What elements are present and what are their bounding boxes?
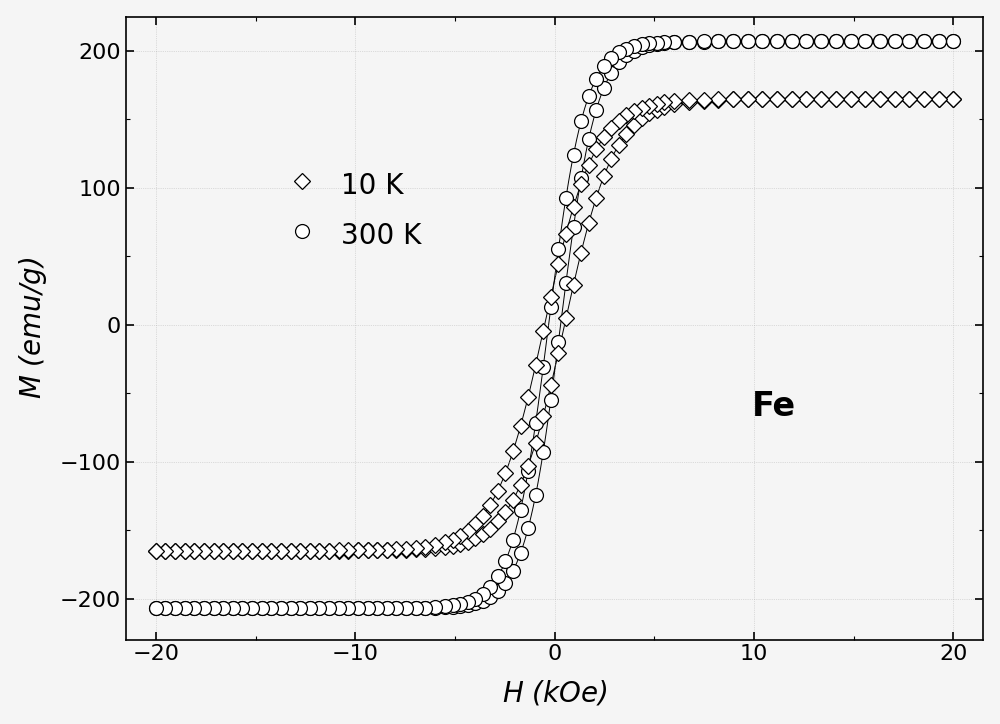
300 K: [598, 84, 610, 93]
300 K: [575, 174, 587, 183]
Text: Fe: Fe: [752, 390, 796, 424]
10 K: [947, 94, 959, 103]
300 K: [947, 37, 959, 46]
Legend: 10 K, 300 K: 10 K, 300 K: [286, 167, 421, 252]
10 K: [575, 248, 587, 257]
300 K: [150, 604, 162, 613]
10 K: [620, 130, 632, 138]
Y-axis label: $M$ (emu/g): $M$ (emu/g): [17, 257, 49, 399]
300 K: [620, 51, 632, 59]
X-axis label: $H$ (kOe): $H$ (kOe): [502, 678, 607, 707]
Line: 300 K: 300 K: [149, 34, 960, 615]
300 K: [815, 37, 827, 46]
300 K: [477, 597, 489, 605]
300 K: [568, 222, 580, 231]
10 K: [477, 530, 489, 539]
10 K: [598, 172, 610, 181]
10 K: [150, 546, 162, 555]
Line: 10 K: 10 K: [150, 93, 959, 556]
10 K: [815, 94, 827, 103]
10 K: [568, 280, 580, 289]
